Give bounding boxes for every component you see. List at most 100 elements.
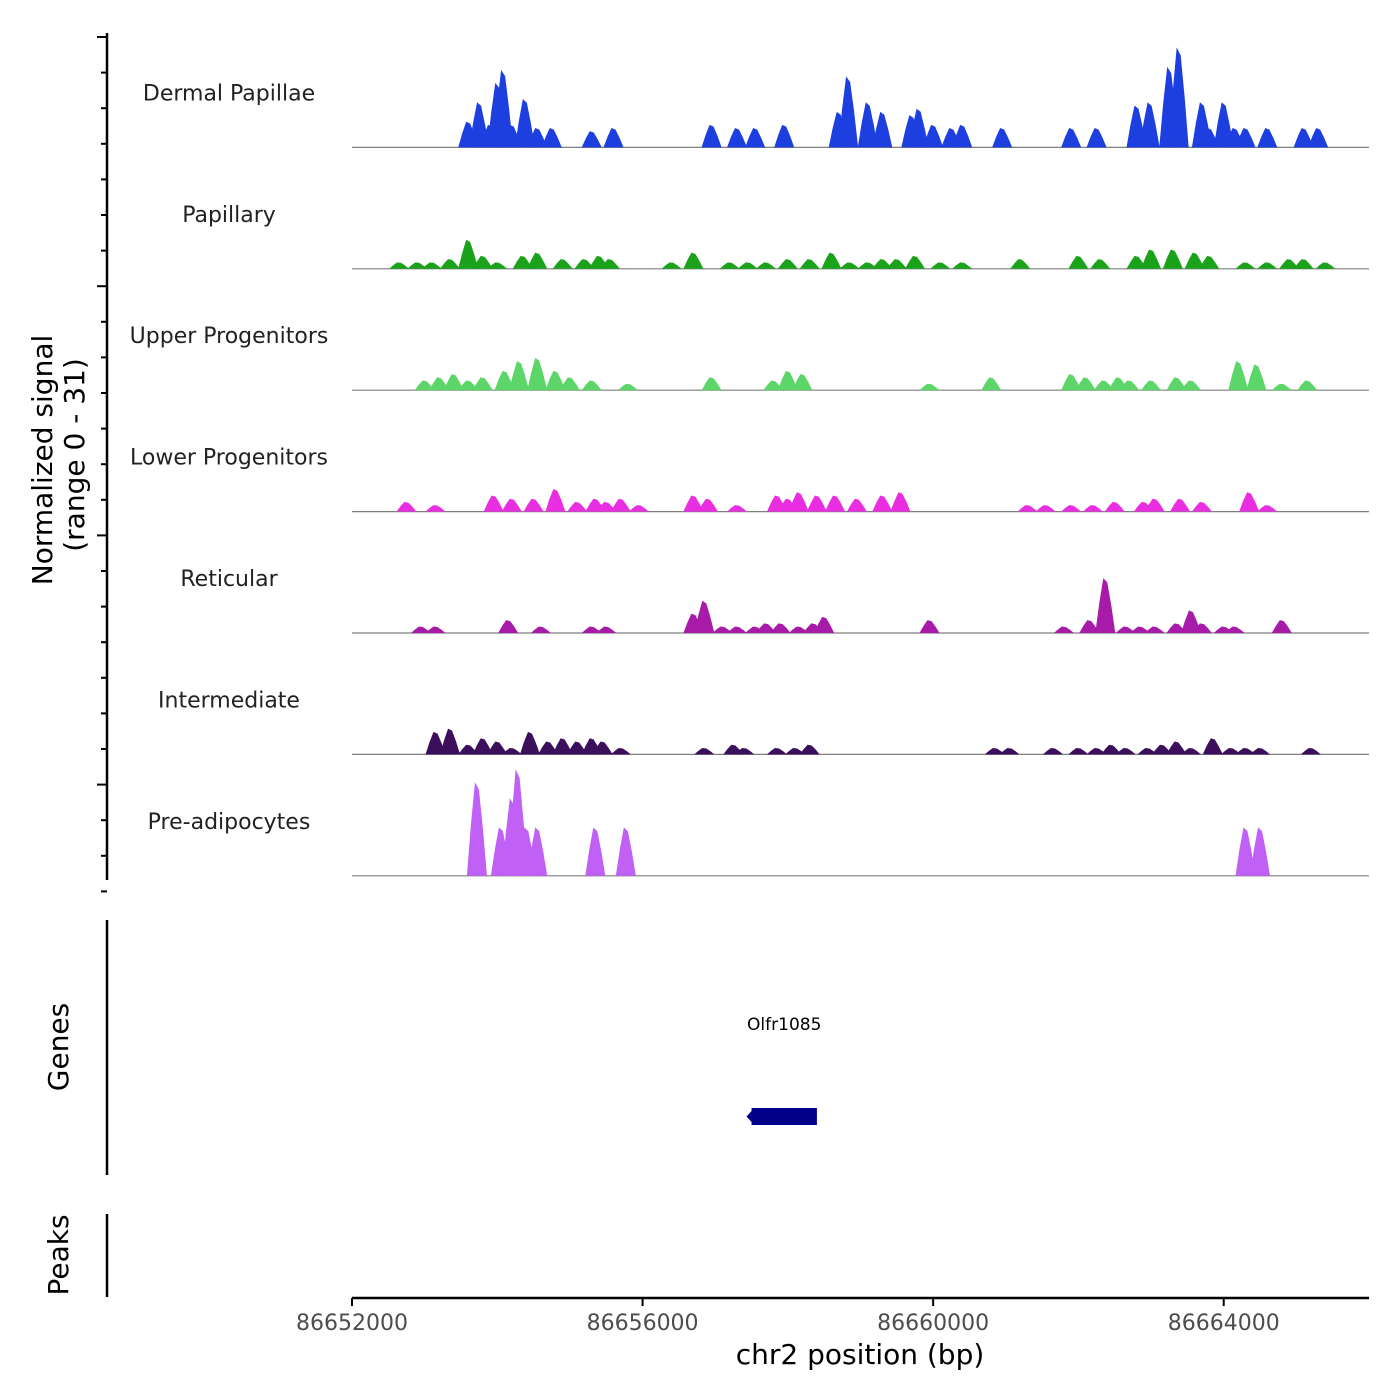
peaks-panel-title: Peaks: [42, 1214, 75, 1295]
signal-peak: [999, 747, 1020, 755]
signal-peak: [1079, 620, 1100, 633]
signal-peak: [1090, 259, 1111, 269]
signal-peak: [1246, 364, 1267, 391]
signal-peak: [661, 262, 682, 269]
signal-peak: [599, 259, 620, 269]
signal-peak: [523, 498, 544, 512]
signal-peak: [567, 741, 588, 755]
x-axis-tick-label: 86660000: [877, 1311, 989, 1336]
signal-peak: [1235, 827, 1256, 876]
signal-peak: [727, 128, 748, 148]
signal-peak: [527, 252, 548, 269]
signal-peak: [458, 239, 479, 269]
signal-peak: [825, 495, 846, 512]
signal-peak: [567, 501, 588, 512]
track-dermal-papillae: Dermal Papillae: [143, 47, 1369, 148]
signal-peak: [514, 99, 535, 148]
signal-peak: [596, 501, 617, 512]
signal-peak: [396, 501, 417, 512]
signal-peak: [501, 747, 522, 755]
signal-peak: [992, 128, 1013, 148]
signal-peak: [734, 747, 755, 755]
signal-peak: [1101, 744, 1122, 755]
signal-peak: [1104, 501, 1125, 512]
signal-peak: [846, 498, 867, 512]
signal-peak: [1199, 255, 1220, 269]
signal-peak: [799, 259, 820, 269]
signal-peak: [1144, 498, 1165, 512]
signal-peak: [1199, 128, 1220, 148]
signal-peak: [1010, 259, 1031, 269]
signal-peak: [872, 259, 893, 269]
signal-peak: [683, 495, 704, 512]
signal-peak: [628, 505, 649, 512]
signal-peak: [458, 744, 479, 755]
signal-peak: [763, 380, 784, 391]
signal-peak: [483, 495, 504, 512]
signal-peak: [785, 747, 806, 755]
signal-peak: [952, 262, 973, 269]
signal-peak: [1257, 128, 1278, 148]
signal-peak: [429, 377, 450, 391]
signal-peak: [581, 626, 602, 633]
signal-peak: [440, 728, 461, 755]
signal-peak: [1151, 744, 1172, 755]
signal-peak: [886, 259, 907, 269]
signal-peak: [472, 255, 493, 269]
signal-peak: [1184, 252, 1205, 269]
signal-peak: [1235, 262, 1256, 269]
signal-peak: [838, 76, 859, 148]
signal-peak: [981, 377, 1002, 391]
signal-peak: [737, 262, 758, 269]
signal-peak: [1035, 505, 1056, 512]
signal-peak: [527, 357, 548, 391]
signal-peak: [984, 747, 1005, 755]
signal-peak: [727, 505, 748, 512]
signal-peak: [821, 252, 842, 269]
track-lower-progenitors: Lower Progenitors: [130, 446, 1369, 513]
signal-y-axis-ticks: [97, 36, 107, 893]
signal-peak: [712, 626, 733, 633]
track-upper-progenitors: Upper Progenitors: [130, 324, 1369, 391]
signal-peak: [541, 128, 562, 148]
signal-peak: [1144, 626, 1165, 633]
coverage-tracks: Dermal Papillae Papillary Upper Progenitor…: [130, 47, 1369, 877]
track-label: Pre-adipocytes: [148, 810, 311, 835]
genes-panel-title: Genes: [42, 1003, 75, 1091]
signal-peak: [501, 498, 522, 512]
signal-peak: [1235, 747, 1256, 755]
signal-peak: [519, 731, 540, 755]
signal-peak: [694, 747, 715, 755]
signal-peak: [814, 616, 835, 633]
signal-peak: [806, 495, 827, 512]
gene-body: [751, 1108, 817, 1125]
signal-peak: [1202, 738, 1223, 755]
signal-peak: [694, 600, 715, 633]
signal-peak: [1061, 374, 1082, 391]
track-reticular: Reticular: [180, 567, 1369, 634]
signal-peak: [766, 747, 787, 755]
signal-peak: [545, 489, 566, 512]
signal-peak: [1119, 380, 1140, 391]
track-label: Lower Progenitors: [130, 446, 328, 471]
x-axis-tick-label: 86664000: [1168, 1311, 1280, 1336]
signal-peak: [857, 262, 878, 269]
x-axis-ticks: 86652000 86656000 86660000 86664000: [296, 1298, 1280, 1336]
signal-peak: [1075, 377, 1096, 391]
signal-peak: [618, 383, 639, 391]
signal-peak: [603, 128, 624, 148]
signal-peak: [1166, 741, 1187, 755]
signal-peak: [1191, 623, 1212, 633]
signal-peak: [1271, 383, 1292, 391]
signal-peak: [799, 744, 820, 755]
track-pre-adipocytes: Pre-adipocytes: [148, 769, 1369, 877]
signal-peak: [1017, 505, 1038, 512]
signal-peak: [952, 124, 973, 148]
track-label: Dermal Papillae: [143, 81, 315, 106]
signal-peak: [1181, 380, 1202, 391]
signal-peak: [1141, 249, 1162, 269]
signal-peak: [538, 741, 559, 755]
signal-peak: [1250, 827, 1271, 876]
signal-peak: [777, 259, 798, 269]
